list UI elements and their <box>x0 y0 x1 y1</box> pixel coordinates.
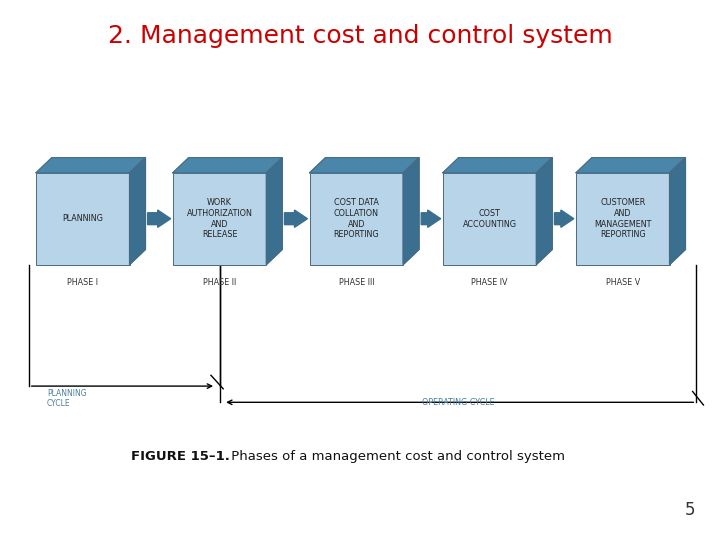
Text: Phases of a management cost and control system: Phases of a management cost and control … <box>227 450 564 463</box>
Polygon shape <box>443 158 552 173</box>
Text: PHASE I: PHASE I <box>67 278 99 287</box>
Polygon shape <box>36 158 145 173</box>
Polygon shape <box>266 158 282 265</box>
Text: CUSTOMER
AND
MANAGEMENT
REPORTING: CUSTOMER AND MANAGEMENT REPORTING <box>594 198 652 239</box>
Bar <box>443 173 536 265</box>
Text: FIGURE 15–1. Phases of a management cost and control system: FIGURE 15–1. Phases of a management cost… <box>146 450 574 463</box>
FancyArrow shape <box>284 210 307 227</box>
FancyArrow shape <box>148 210 171 227</box>
Polygon shape <box>310 158 419 173</box>
Text: OPERATING CYCLE: OPERATING CYCLE <box>422 398 494 407</box>
Polygon shape <box>670 158 685 265</box>
Polygon shape <box>173 158 282 173</box>
Text: PLANNING
CYCLE: PLANNING CYCLE <box>47 389 86 408</box>
Text: PHASE II: PHASE II <box>203 278 236 287</box>
Bar <box>173 173 266 265</box>
Text: 5: 5 <box>684 502 695 519</box>
Polygon shape <box>536 158 552 265</box>
Polygon shape <box>576 158 685 173</box>
FancyArrow shape <box>554 210 574 227</box>
Text: PHASE III: PHASE III <box>338 278 374 287</box>
Bar <box>576 173 670 265</box>
Text: PHASE IV: PHASE IV <box>472 278 508 287</box>
Text: PHASE V: PHASE V <box>606 278 640 287</box>
FancyArrow shape <box>421 210 441 227</box>
Text: 2. Management cost and control system: 2. Management cost and control system <box>107 24 613 48</box>
Text: COST
ACCOUNTING: COST ACCOUNTING <box>463 209 517 228</box>
Bar <box>310 173 403 265</box>
Polygon shape <box>130 158 145 265</box>
Text: FIGURE 15–1.: FIGURE 15–1. <box>131 450 230 463</box>
Bar <box>36 173 130 265</box>
Text: COST DATA
COLLATION
AND
REPORTING: COST DATA COLLATION AND REPORTING <box>333 198 379 239</box>
Polygon shape <box>403 158 419 265</box>
Text: WORK
AUTHORIZATION
AND
RELEASE: WORK AUTHORIZATION AND RELEASE <box>186 198 253 239</box>
Text: PLANNING: PLANNING <box>63 214 103 223</box>
